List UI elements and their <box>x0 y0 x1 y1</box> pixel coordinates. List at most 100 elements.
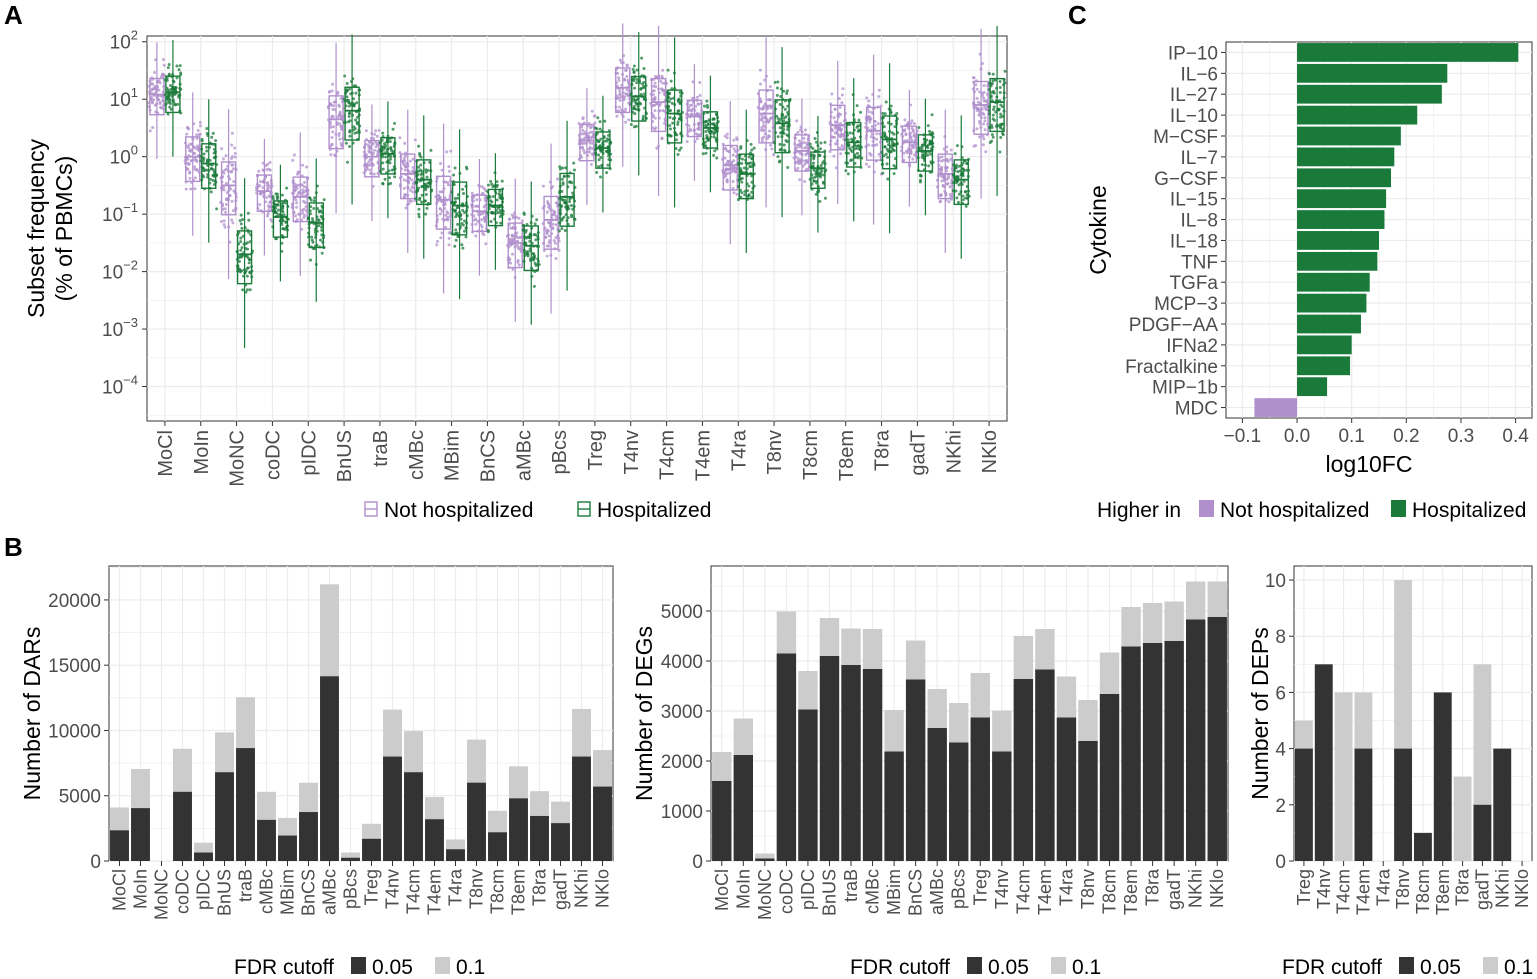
x-tick-label: traB <box>370 430 392 467</box>
data-point <box>875 143 879 147</box>
data-point <box>972 76 976 80</box>
data-point <box>349 92 353 96</box>
data-point <box>439 200 443 204</box>
data-point <box>245 274 249 278</box>
x-tick-label: T8nv <box>467 869 487 909</box>
data-point <box>823 196 827 200</box>
data-point <box>776 117 780 121</box>
data-point <box>207 169 211 173</box>
bar-fdr-0.05 <box>278 835 297 861</box>
data-point <box>659 79 663 83</box>
data-point <box>224 181 228 185</box>
data-point <box>632 64 636 68</box>
data-point <box>750 195 754 199</box>
data-point <box>766 98 770 102</box>
y-tick-label: 10−3 <box>102 315 138 341</box>
data-point <box>403 193 407 197</box>
data-point <box>910 119 914 123</box>
x-tick-label: MBim <box>278 869 298 915</box>
data-point <box>885 139 889 143</box>
data-point <box>364 129 368 133</box>
y-tick-label: MIP−1b <box>1152 378 1218 399</box>
data-point <box>886 149 890 153</box>
data-point <box>526 250 530 254</box>
data-point <box>725 180 729 184</box>
bar-fdr-0.05 <box>383 756 402 861</box>
data-point <box>696 122 700 126</box>
data-point <box>495 185 499 189</box>
data-point <box>367 149 371 153</box>
data-point <box>219 220 223 224</box>
data-point <box>296 170 300 174</box>
x-tick-label: T4ra <box>1056 868 1076 906</box>
data-point <box>352 125 356 129</box>
data-point <box>590 130 594 134</box>
data-point <box>769 143 773 147</box>
data-point <box>763 125 767 129</box>
data-point <box>945 182 949 186</box>
x-tick-label: T4em <box>1353 869 1373 915</box>
data-point <box>602 135 606 139</box>
data-point <box>705 136 709 140</box>
bar-fdr-0.05 <box>1164 641 1184 861</box>
data-point <box>557 229 561 233</box>
data-point <box>447 165 451 169</box>
data-point <box>864 162 868 166</box>
data-point <box>225 167 229 171</box>
data-point <box>344 141 348 145</box>
data-point <box>853 136 857 140</box>
data-point <box>799 158 803 162</box>
data-point <box>598 127 602 131</box>
data-point <box>495 180 499 184</box>
data-point <box>406 162 410 166</box>
data-point <box>975 96 979 100</box>
data-point <box>493 171 497 175</box>
box-iqr <box>380 137 396 175</box>
data-point <box>351 113 355 117</box>
box-iqr <box>507 222 523 269</box>
data-point <box>477 205 481 209</box>
data-point <box>302 185 306 189</box>
data-point <box>381 131 385 135</box>
data-point <box>388 157 392 161</box>
x-tick-label: NKlo <box>1512 869 1532 908</box>
data-point <box>672 96 676 100</box>
y-axis-title-line1: Subset frequency <box>23 139 49 319</box>
data-point <box>679 146 683 150</box>
bar-fdr-0.05 <box>446 849 465 861</box>
data-point <box>658 109 662 113</box>
data-point <box>355 120 359 124</box>
data-point <box>377 128 381 132</box>
data-point <box>886 177 890 181</box>
data-point <box>294 198 298 202</box>
data-point <box>762 128 766 132</box>
data-point <box>442 187 446 191</box>
bar-fdr-0.05 <box>1354 748 1373 861</box>
data-point <box>815 172 819 176</box>
x-tick-label: coDC <box>173 869 193 914</box>
data-point <box>978 113 982 117</box>
data-point <box>838 105 842 109</box>
data-point <box>837 97 841 101</box>
bar-fdr-0.05 <box>798 709 818 861</box>
data-point <box>859 110 863 114</box>
data-point <box>782 119 786 123</box>
data-point <box>852 170 856 174</box>
data-point <box>595 170 599 174</box>
data-point <box>444 225 448 229</box>
data-point <box>873 124 877 128</box>
x-tick-label: T4nv <box>383 869 403 909</box>
data-point <box>991 79 995 83</box>
data-point <box>621 91 625 95</box>
data-point <box>698 93 702 97</box>
y-tick-label: 4 <box>1275 740 1286 761</box>
data-point <box>339 141 343 145</box>
data-point <box>246 247 250 251</box>
data-point <box>823 140 827 144</box>
bar <box>1297 168 1392 188</box>
data-point <box>417 144 421 148</box>
data-point <box>331 107 335 111</box>
data-point <box>552 239 556 243</box>
data-point <box>248 288 252 292</box>
data-point <box>453 166 457 170</box>
